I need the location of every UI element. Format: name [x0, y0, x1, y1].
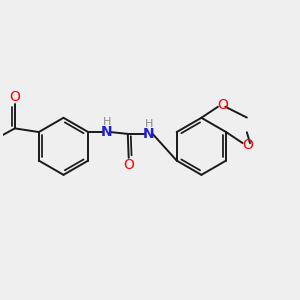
Text: O: O: [217, 98, 228, 112]
Text: N: N: [101, 125, 112, 139]
Text: O: O: [9, 90, 20, 104]
Text: H: H: [145, 119, 153, 129]
Text: N: N: [143, 127, 155, 141]
Text: H: H: [102, 117, 111, 127]
Text: O: O: [242, 138, 253, 152]
Text: O: O: [123, 158, 134, 172]
